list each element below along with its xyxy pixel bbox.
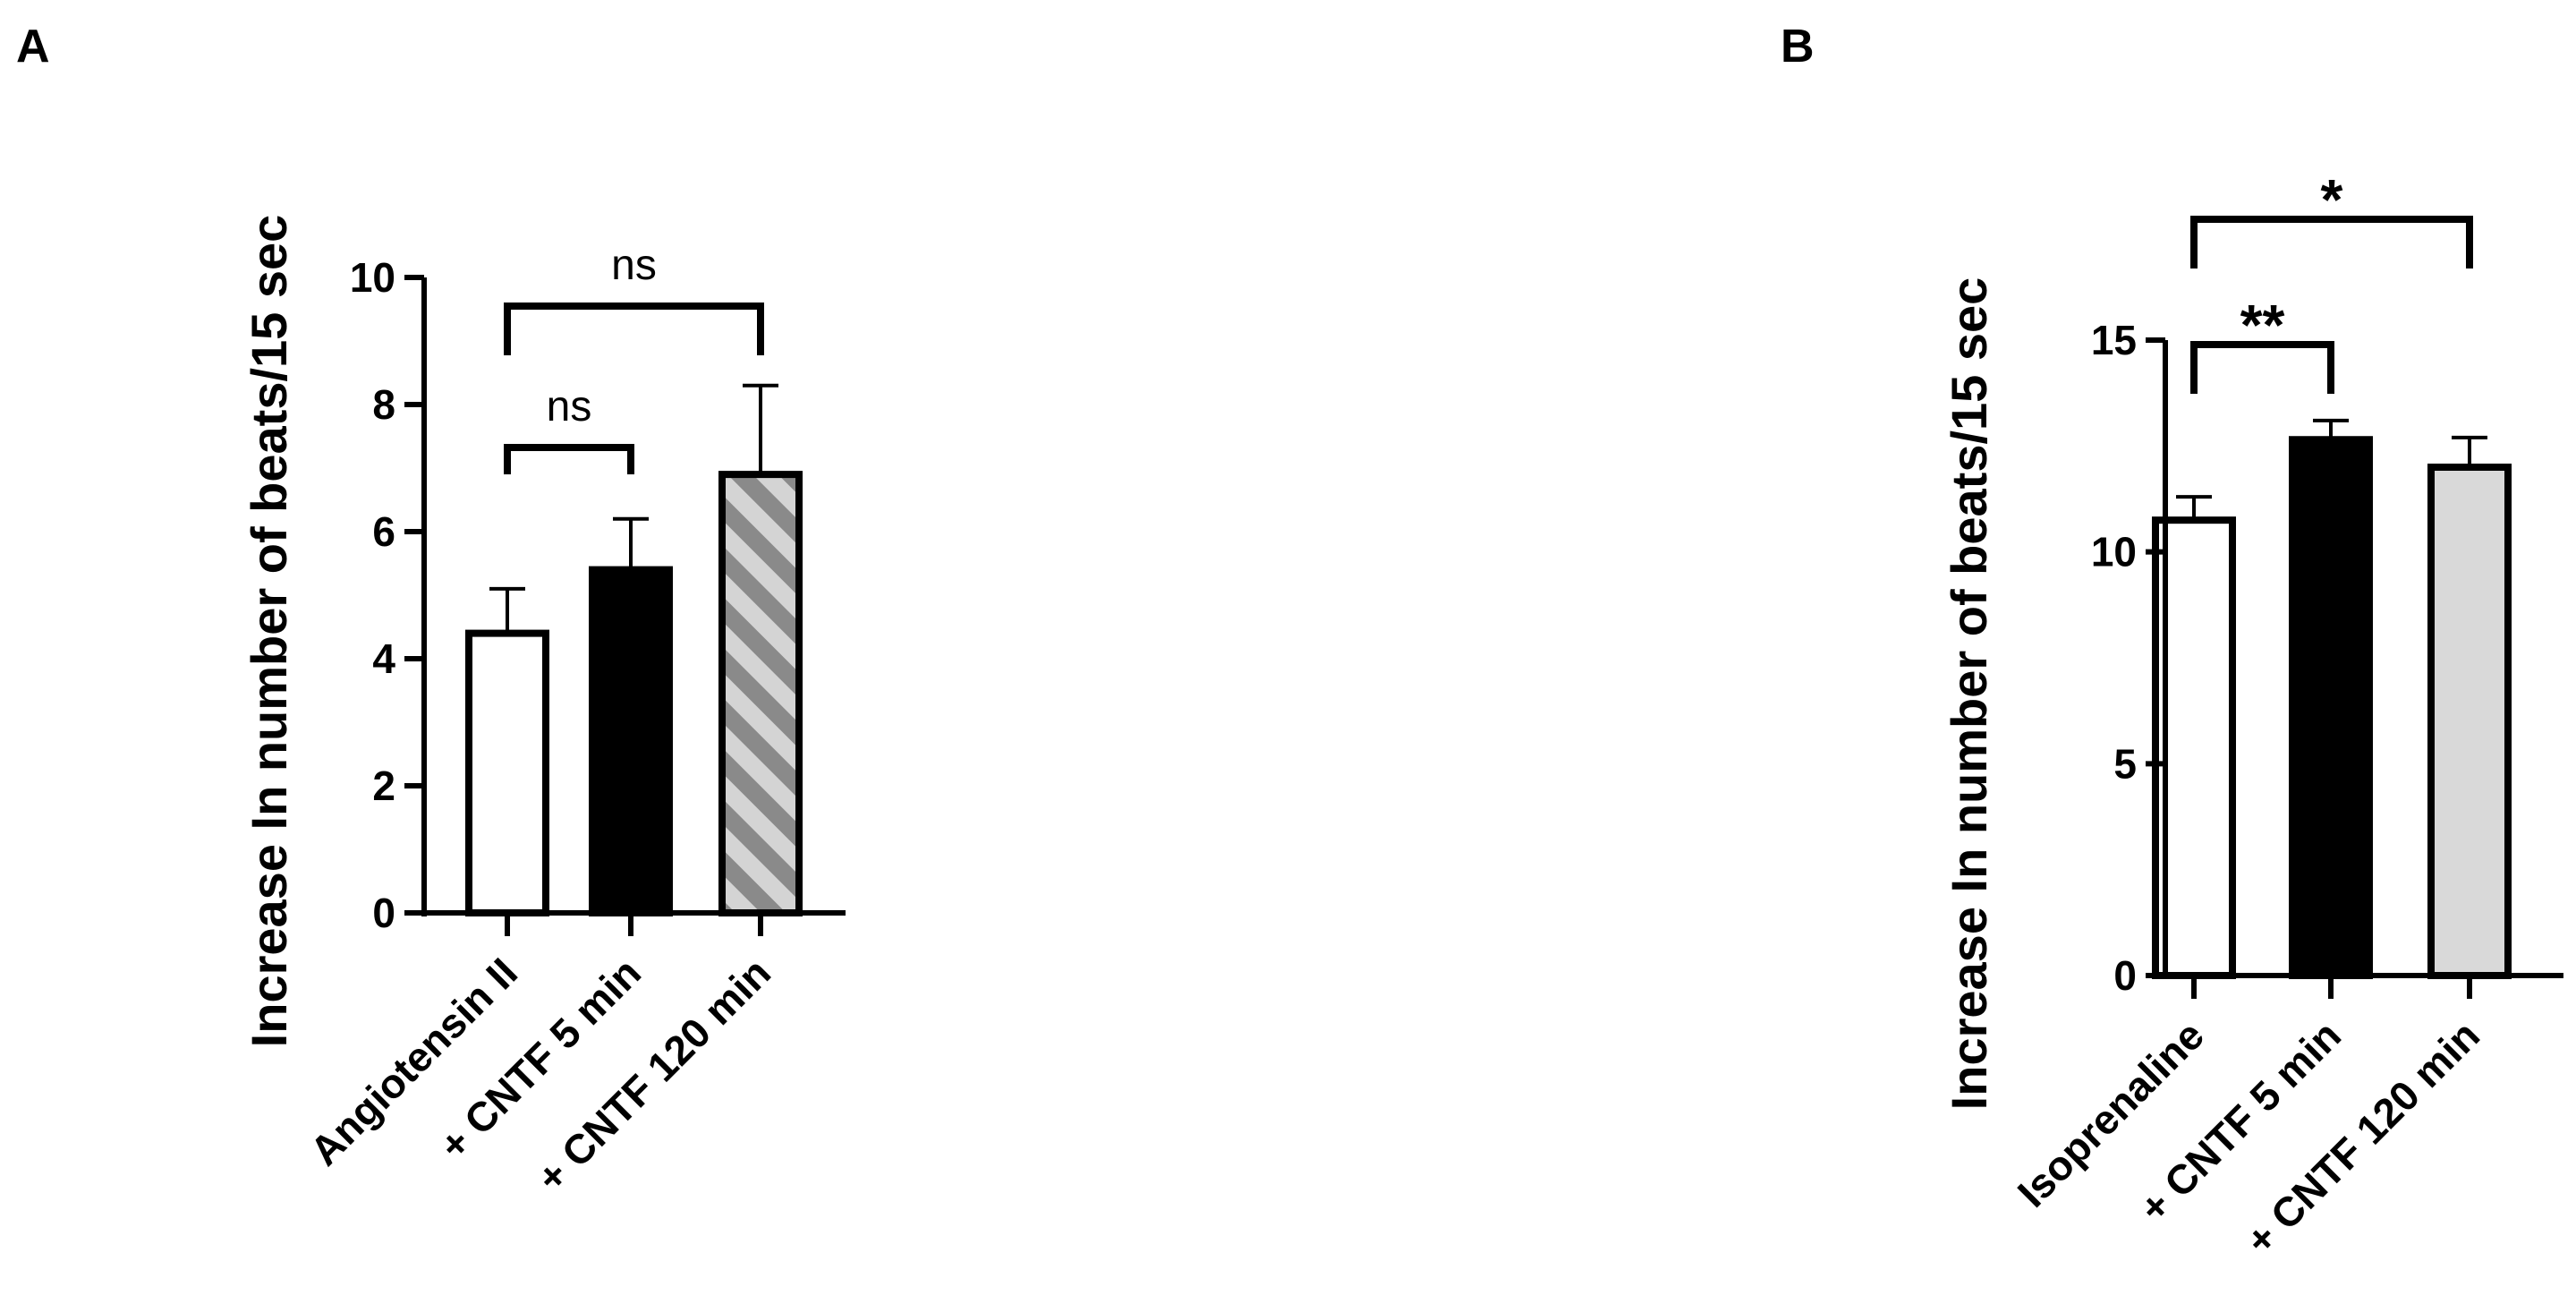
panel-a-label: A bbox=[16, 21, 50, 72]
x-tick-label: + CNTF 120 min bbox=[527, 949, 779, 1201]
y-tick-label: 5 bbox=[2113, 740, 2137, 787]
panel-b-chart: 0 5 10 15 Increase In number of beats/15 sec… bbox=[1941, 167, 2563, 1264]
significance-bracket bbox=[504, 444, 634, 474]
significance-label: ns bbox=[611, 242, 657, 289]
y-tick-label: 0 bbox=[372, 890, 395, 936]
significance-bracket bbox=[504, 303, 764, 355]
bar bbox=[718, 471, 803, 916]
y-axis-title: Increase In number of beats/15 sec bbox=[1941, 277, 1997, 1111]
y-tick-label: 2 bbox=[372, 763, 395, 809]
bar bbox=[465, 629, 549, 916]
bar bbox=[2427, 464, 2512, 979]
panel-b-label: B bbox=[1781, 21, 1815, 72]
y-tick-label: 10 bbox=[350, 254, 395, 301]
significance-bracket bbox=[2190, 341, 2334, 394]
x-tick-label: + CNTF 120 min bbox=[2236, 1011, 2488, 1264]
y-tick-label: 8 bbox=[372, 381, 395, 428]
bar bbox=[2289, 436, 2373, 979]
panel-a-chart: 0 2 4 6 8 10 Increase In number of beats/15 se… bbox=[241, 215, 846, 1201]
y-tick-label: 10 bbox=[2091, 529, 2137, 575]
x-tick-label: Angiotensin II bbox=[301, 949, 526, 1174]
y-tick-label: 6 bbox=[372, 508, 395, 555]
significance-bracket bbox=[2190, 216, 2473, 268]
significance-label: * bbox=[2321, 167, 2343, 232]
significance-label: ** bbox=[2240, 293, 2285, 357]
bar bbox=[589, 566, 673, 916]
significance-label: ns bbox=[547, 383, 592, 430]
y-tick-label: 0 bbox=[2113, 952, 2137, 999]
y-axis-title: Increase In number of beats/15 sec bbox=[241, 215, 297, 1048]
y-tick-label: 15 bbox=[2091, 317, 2137, 363]
y-tick-label: 4 bbox=[372, 635, 395, 682]
